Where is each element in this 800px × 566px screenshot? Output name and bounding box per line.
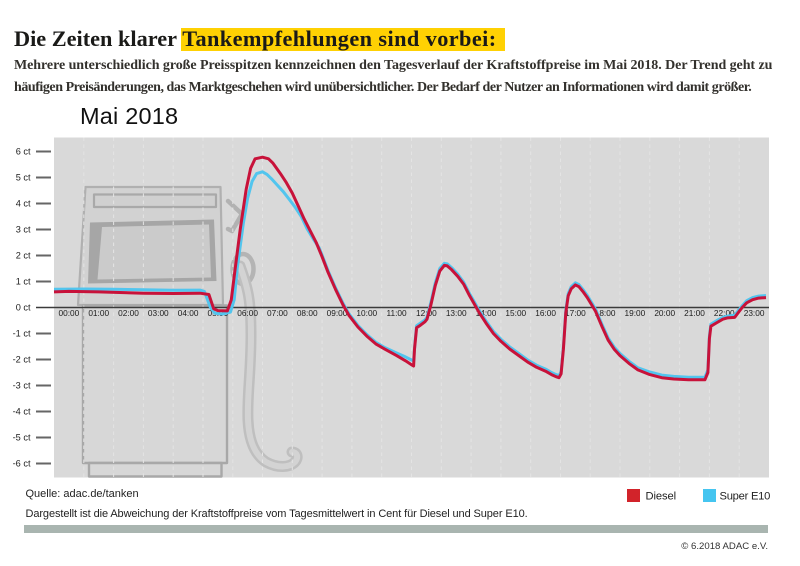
svg-text:6 ct: 6 ct [16,147,31,157]
svg-text:4 ct: 4 ct [16,199,31,209]
svg-text:01:00: 01:00 [88,308,109,318]
svg-text:0 ct: 0 ct [16,303,31,313]
svg-text:03:00: 03:00 [148,308,169,318]
svg-text:13:00: 13:00 [446,308,467,318]
svg-text:21:00: 21:00 [684,308,705,318]
svg-text:-4 ct: -4 ct [13,407,31,417]
svg-text:00:00: 00:00 [59,308,80,318]
svg-text:5 ct: 5 ct [16,173,31,183]
svg-text:02:00: 02:00 [118,308,139,318]
svg-text:-2 ct: -2 ct [13,355,31,365]
svg-text:11:00: 11:00 [387,308,408,318]
svg-text:23:00: 23:00 [744,308,765,318]
svg-text:3 ct: 3 ct [16,225,31,235]
svg-text:-5 ct: -5 ct [13,433,31,443]
svg-text:-3 ct: -3 ct [13,381,31,391]
svg-text:16:00: 16:00 [535,308,556,318]
svg-text:06:00: 06:00 [237,308,258,318]
svg-text:22:00: 22:00 [714,308,735,318]
svg-text:2 ct: 2 ct [16,251,31,261]
svg-text:19:00: 19:00 [625,308,646,318]
svg-text:07:00: 07:00 [267,308,288,318]
svg-text:17:00: 17:00 [565,308,586,318]
svg-text:10:00: 10:00 [356,308,377,318]
svg-text:09:00: 09:00 [327,308,348,318]
svg-text:-1 ct: -1 ct [13,329,31,339]
svg-text:08:00: 08:00 [297,308,318,318]
svg-text:-6 ct: -6 ct [13,459,31,469]
svg-text:14:00: 14:00 [476,308,497,318]
svg-text:15:00: 15:00 [505,308,526,318]
svg-text:04:00: 04:00 [178,308,199,318]
svg-text:18:00: 18:00 [595,308,616,318]
svg-text:20:00: 20:00 [654,308,675,318]
svg-text:1 ct: 1 ct [16,277,31,287]
